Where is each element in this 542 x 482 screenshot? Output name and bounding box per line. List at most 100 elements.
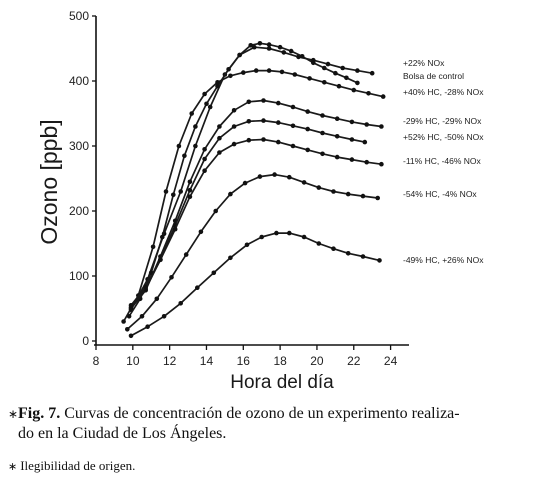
data-point (301, 180, 307, 185)
data-point (178, 189, 183, 194)
series-group (121, 68, 386, 324)
data-point (253, 68, 259, 73)
data-point (334, 134, 340, 139)
data-point (322, 65, 327, 71)
data-point (158, 257, 163, 263)
data-point (336, 83, 342, 89)
series-line (130, 99, 382, 310)
caption-text-line-1: Curvas de concentración de ozono de un e… (64, 405, 460, 422)
data-point (334, 154, 340, 160)
data-point (195, 285, 200, 291)
data-point (176, 143, 182, 149)
data-point (121, 319, 126, 324)
y-tick-label: 500 (69, 9, 89, 23)
series-group (125, 172, 381, 332)
data-point (145, 324, 150, 330)
data-point (202, 91, 207, 97)
data-point (333, 70, 338, 76)
data-point (231, 141, 237, 147)
x-tick-label: 24 (384, 354, 398, 368)
data-point (231, 124, 237, 129)
data-point (228, 191, 233, 197)
series-labels: +22% NOx Bolsa de control +40% HC, -28% NO… (403, 58, 484, 265)
data-point (237, 52, 242, 58)
series-line (130, 119, 365, 308)
data-point (366, 91, 371, 96)
data-point (272, 172, 277, 177)
data-point (154, 296, 160, 302)
data-point (290, 143, 296, 149)
data-point (349, 157, 355, 162)
y-tick-label: 300 (69, 139, 89, 153)
series-group (128, 118, 368, 310)
series-line (130, 46, 373, 311)
data-point (344, 75, 349, 81)
series-group (128, 230, 382, 339)
data-point (207, 104, 213, 110)
data-point (362, 139, 368, 145)
data-point (202, 147, 207, 152)
data-point (261, 137, 266, 142)
y-axis-title: Ozono [ppb] (36, 119, 62, 244)
data-point (217, 124, 222, 129)
data-point (311, 60, 316, 66)
data-point (172, 226, 178, 232)
x-tick-label: 18 (273, 354, 287, 368)
data-point (290, 123, 296, 129)
data-point (369, 70, 375, 76)
data-point (246, 99, 252, 105)
caption-line-2: do en la Ciudad de Los Ángeles. (8, 424, 534, 444)
data-point (163, 189, 169, 194)
data-point (305, 109, 311, 114)
data-point (334, 116, 340, 121)
data-point (204, 101, 209, 107)
data-point (360, 193, 366, 199)
data-point (292, 72, 298, 77)
data-point (320, 113, 325, 118)
data-point (202, 156, 207, 162)
series-group (128, 98, 384, 311)
data-point (364, 159, 370, 165)
data-point (345, 251, 351, 256)
data-point (379, 161, 384, 167)
data-point (288, 48, 294, 54)
data-point (226, 67, 231, 72)
series-lines (121, 41, 386, 339)
data-point (377, 258, 382, 263)
y-tick-label: 0 (82, 334, 89, 348)
data-point (257, 41, 263, 46)
data-point (215, 83, 220, 89)
series-group (128, 137, 384, 308)
data-point (340, 65, 346, 71)
data-point (169, 275, 174, 280)
data-point (252, 44, 257, 50)
data-point (320, 130, 325, 136)
data-point (257, 174, 263, 179)
data-point (316, 241, 322, 246)
data-point (150, 244, 156, 250)
data-point (128, 333, 134, 339)
series-line (122, 69, 384, 322)
data-point (325, 61, 331, 67)
data-point (242, 180, 248, 186)
data-point (276, 139, 281, 145)
data-point (276, 100, 281, 106)
footnote-marker: ∗ (8, 460, 18, 473)
data-point (187, 179, 193, 185)
data-point (246, 137, 252, 143)
data-point (248, 43, 253, 48)
data-point (193, 124, 198, 129)
data-point (380, 94, 386, 99)
data-point (360, 254, 366, 259)
figure-caption: ∗Fig. 7. Curvas de concentración de ozon… (8, 404, 534, 444)
caption-figure-label: Fig. 7. (18, 405, 61, 422)
series-line (130, 232, 380, 337)
ozone-chart-svg: 0 100 200 300 400 500 8 10 12 14 16 18 20 22 24 +22% N… (36, 9, 484, 392)
x-axis-title: Hora del día (230, 372, 334, 392)
series-label: +40% HC, -28% NOx (403, 87, 484, 97)
x-tick-label: 12 (163, 354, 177, 368)
data-point (139, 314, 145, 319)
series-label: -11% HC, -46% NOx (403, 156, 482, 166)
data-point (228, 255, 233, 261)
data-point (331, 246, 336, 251)
